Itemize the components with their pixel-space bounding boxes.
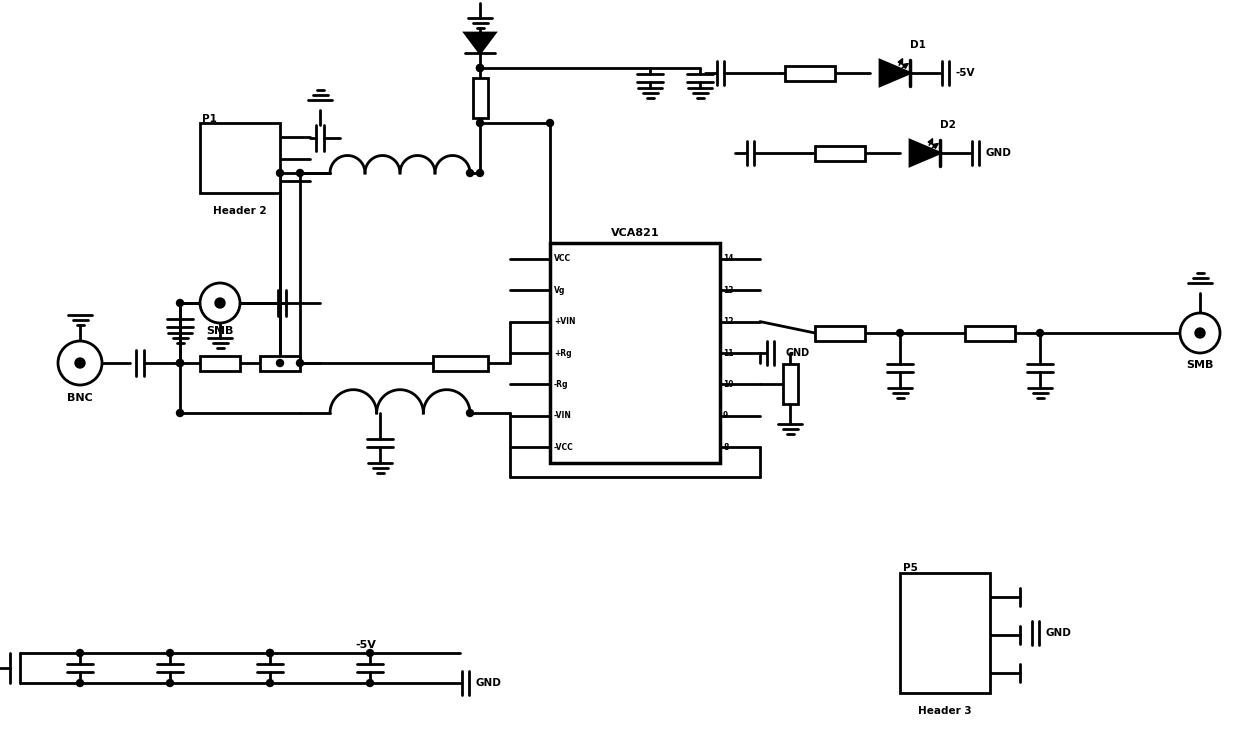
Circle shape: [176, 360, 184, 366]
Text: +VIN: +VIN: [554, 317, 575, 326]
Circle shape: [77, 680, 83, 687]
Circle shape: [267, 680, 274, 687]
Bar: [200, 123, 280, 193]
Circle shape: [1195, 328, 1205, 338]
Circle shape: [176, 299, 184, 307]
Circle shape: [476, 169, 484, 177]
Text: -VCC: -VCC: [554, 443, 574, 452]
Polygon shape: [465, 33, 495, 53]
Text: 10: 10: [723, 380, 734, 389]
Circle shape: [166, 649, 174, 657]
Text: 12: 12: [723, 317, 734, 326]
Circle shape: [1037, 329, 1044, 337]
Circle shape: [1180, 313, 1220, 353]
Bar: [785, 65, 835, 80]
Polygon shape: [910, 140, 940, 166]
Bar: [200, 355, 241, 371]
Circle shape: [200, 283, 241, 323]
Text: SMB: SMB: [206, 326, 233, 336]
Text: VCC: VCC: [554, 254, 572, 263]
Text: GND: GND: [1045, 628, 1071, 638]
Text: 11: 11: [723, 348, 734, 357]
Circle shape: [267, 649, 274, 657]
Circle shape: [367, 649, 373, 657]
Bar: [551, 243, 720, 463]
Text: Header 2: Header 2: [213, 206, 267, 216]
Circle shape: [296, 169, 304, 177]
Text: 8: 8: [723, 443, 728, 452]
Circle shape: [367, 680, 373, 687]
Circle shape: [77, 649, 83, 657]
Bar: [433, 355, 487, 371]
Circle shape: [215, 298, 224, 308]
Bar: [472, 78, 487, 118]
Text: -Rg: -Rg: [554, 380, 568, 389]
Text: +Rg: +Rg: [554, 348, 572, 357]
Circle shape: [267, 649, 274, 657]
Text: -5V: -5V: [955, 68, 975, 78]
Circle shape: [58, 341, 102, 385]
Text: -5V: -5V: [355, 640, 376, 650]
Text: GND: GND: [985, 148, 1011, 158]
Text: GND: GND: [475, 678, 501, 688]
Circle shape: [74, 358, 86, 368]
Text: SMB: SMB: [1187, 360, 1214, 370]
Circle shape: [277, 360, 284, 366]
Text: Header 3: Header 3: [918, 706, 972, 716]
Text: Vg: Vg: [554, 285, 565, 295]
Text: -VIN: -VIN: [554, 412, 572, 421]
Text: 14: 14: [723, 254, 734, 263]
Bar: [782, 364, 797, 404]
Circle shape: [176, 360, 184, 366]
Text: VCA821: VCA821: [610, 228, 660, 238]
Circle shape: [476, 65, 484, 71]
Circle shape: [296, 360, 304, 366]
Circle shape: [547, 120, 553, 126]
Bar: [965, 325, 1016, 340]
Text: P5: P5: [903, 563, 918, 573]
Polygon shape: [880, 60, 910, 85]
Circle shape: [476, 120, 484, 126]
Text: BNC: BNC: [67, 393, 93, 403]
Circle shape: [277, 169, 284, 177]
Text: 9: 9: [723, 412, 728, 421]
Circle shape: [166, 680, 174, 687]
Text: 13: 13: [723, 285, 734, 295]
Circle shape: [466, 169, 474, 177]
Bar: [815, 146, 866, 160]
Text: D2: D2: [940, 120, 956, 130]
Text: D1: D1: [910, 40, 926, 50]
Text: P1: P1: [202, 114, 217, 124]
Text: GND: GND: [785, 348, 810, 358]
Bar: [815, 325, 866, 340]
Bar: [260, 355, 300, 371]
Circle shape: [476, 65, 484, 71]
Circle shape: [466, 409, 474, 417]
Circle shape: [897, 329, 904, 337]
Circle shape: [176, 409, 184, 417]
Bar: [900, 573, 990, 693]
